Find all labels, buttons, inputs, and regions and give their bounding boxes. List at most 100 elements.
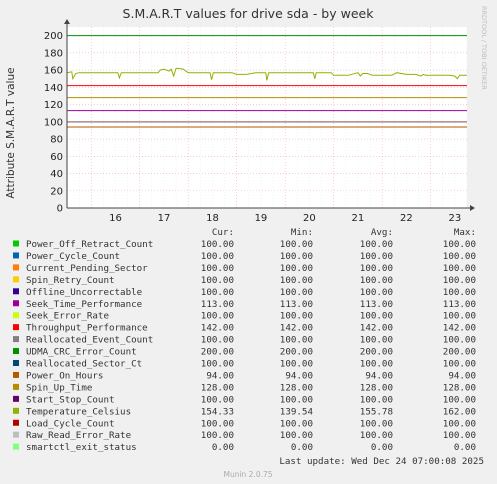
legend-swatch (13, 348, 19, 355)
legend-row: Load_Cycle_Count 100.00 100.00 100.00 100.00 (13, 418, 476, 429)
legend-value: 100.00 (280, 287, 313, 298)
x-tick-label: 17 (158, 213, 171, 224)
legend-swatch (13, 371, 19, 378)
legend-value: 100.00 (280, 251, 313, 262)
grid-lines (66, 27, 468, 209)
legend-value: 100.00 (280, 359, 313, 370)
legend-value: 200.00 (443, 347, 476, 358)
legend-value: 100.00 (201, 418, 234, 429)
legend-value: 100.00 (360, 394, 393, 405)
legend-series-name: Current_Pending_Sector (26, 263, 148, 274)
legend-value: 100.00 (280, 335, 313, 346)
legend-value: 0.00 (212, 442, 234, 453)
legend-value: 100.00 (201, 359, 234, 370)
legend-value: 100.00 (201, 335, 234, 346)
legend-row: Spin_Up_Time 128.00 128.00 128.00 128.00 (13, 382, 476, 393)
x-axis-arrow (470, 205, 475, 211)
legend-row: Spin_Retry_Count 100.00 100.00 100.00 100.00 (13, 275, 476, 286)
legend-value: 100.00 (443, 418, 476, 429)
legend: Power_Off_Retract_Count 100.00 100.00 100.0… (13, 239, 476, 453)
legend-row: Power_On_Hours 94.00 94.00 94.00 94.00 (13, 370, 476, 381)
legend-swatch (13, 443, 19, 450)
y-tick-label: 0 (57, 204, 63, 215)
legend-value: 100.00 (360, 287, 393, 298)
legend-value: 113.00 (443, 299, 476, 310)
chart-title: S.M.A.R.T values for drive sda - by week (123, 6, 375, 21)
legend-value: 154.33 (201, 406, 234, 417)
legend-value: 100.00 (360, 239, 393, 250)
plot-background (67, 27, 467, 208)
last-update: Last update: Wed Dec 24 07:00:08 2025 (279, 456, 484, 467)
axes (64, 19, 475, 211)
y-tick-label: 120 (44, 100, 63, 111)
legend-value: 142.00 (201, 323, 234, 334)
y-tick-label: 40 (50, 169, 63, 180)
legend-row: Offline_Uncorrectable 100.00 100.00 100.00 1… (13, 287, 476, 298)
x-tick-label: 23 (449, 213, 462, 224)
legend-value: 100.00 (443, 394, 476, 405)
legend-value: 155.78 (360, 406, 393, 417)
legend-swatch (13, 288, 19, 295)
legend-row: Power_Cycle_Count 100.00 100.00 100.00 100.0… (13, 251, 476, 262)
y-axis-label: Attribute S.M.A.R.T value (5, 67, 17, 198)
x-tick-label: 21 (352, 213, 365, 224)
legend-value: 200.00 (201, 347, 234, 358)
legend-value: 142.00 (443, 323, 476, 334)
legend-value: 100.00 (443, 335, 476, 346)
x-axis-ticks: 16 17 18 19 20 21 22 23 (109, 213, 461, 224)
legend-value: 100.00 (201, 275, 234, 286)
legend-value: 100.00 (201, 251, 234, 262)
legend-value: 162.00 (443, 406, 476, 417)
legend-header: Cur: Min: Avg: Max: (212, 227, 476, 238)
legend-column-header: Avg: (371, 227, 393, 238)
legend-value: 139.54 (280, 406, 314, 417)
legend-value: 100.00 (443, 430, 476, 441)
legend-value: 100.00 (360, 311, 393, 322)
legend-row: smartctl_exit_status 0.00 0.00 0.00 0.00 (13, 442, 476, 453)
legend-value: 100.00 (201, 239, 234, 250)
legend-value: 100.00 (360, 335, 393, 346)
legend-value: 100.00 (443, 239, 476, 250)
legend-swatch (13, 383, 19, 390)
y-tick-label: 160 (44, 66, 63, 77)
y-axis-arrow (64, 19, 70, 24)
legend-value: 113.00 (280, 299, 313, 310)
legend-swatch (13, 360, 19, 366)
x-tick-label: 20 (303, 213, 316, 224)
legend-row: Start_Stop_Count 100.00 100.00 100.00 100.00 (13, 394, 476, 405)
legend-value: 94.00 (206, 370, 234, 381)
legend-series-name: Spin_Up_Time (26, 382, 92, 393)
legend-value: 100.00 (201, 311, 234, 322)
legend-row: Current_Pending_Sector 100.00 100.00 100.00… (13, 263, 476, 274)
legend-series-name: Start_Stop_Count (26, 394, 115, 405)
legend-value: 0.00 (291, 442, 313, 453)
legend-value: 128.00 (280, 382, 313, 393)
legend-swatch (13, 276, 19, 283)
legend-row: Reallocated_Sector_Ct 100.00 100.00 100.00 1… (13, 359, 476, 370)
legend-value: 200.00 (280, 347, 313, 358)
legend-column-header: Cur: (212, 227, 234, 238)
legend-swatch (13, 324, 19, 331)
legend-series-name: Reallocated_Sector_Ct (26, 359, 142, 370)
rrdtool-credit: RRDTOOL / TOBI OETIKER (480, 6, 488, 90)
legend-row: Reallocated_Event_Count 100.00 100.00 100.0… (13, 335, 476, 346)
legend-swatch (13, 240, 19, 247)
legend-series-name: Power_Cycle_Count (26, 251, 120, 262)
legend-swatch (13, 336, 19, 343)
legend-value: 100.00 (443, 275, 476, 286)
y-tick-label: 60 (50, 152, 63, 163)
legend-series-name: Throughput_Performance (26, 323, 148, 334)
legend-series-name: Temperature_Celsius (26, 406, 131, 417)
legend-value: 100.00 (201, 430, 234, 441)
legend-value: 100.00 (443, 287, 476, 298)
legend-swatch (13, 252, 19, 259)
x-tick-label: 22 (400, 213, 413, 224)
legend-swatch (13, 395, 19, 402)
x-tick-label: 16 (109, 213, 122, 224)
legend-value: 100.00 (280, 394, 313, 405)
legend-value: 100.00 (360, 251, 393, 262)
y-tick-label: 80 (50, 135, 63, 146)
y-tick-label: 140 (44, 83, 63, 94)
legend-row: Temperature_Celsius 154.33 139.54 155.78 162… (13, 406, 476, 417)
